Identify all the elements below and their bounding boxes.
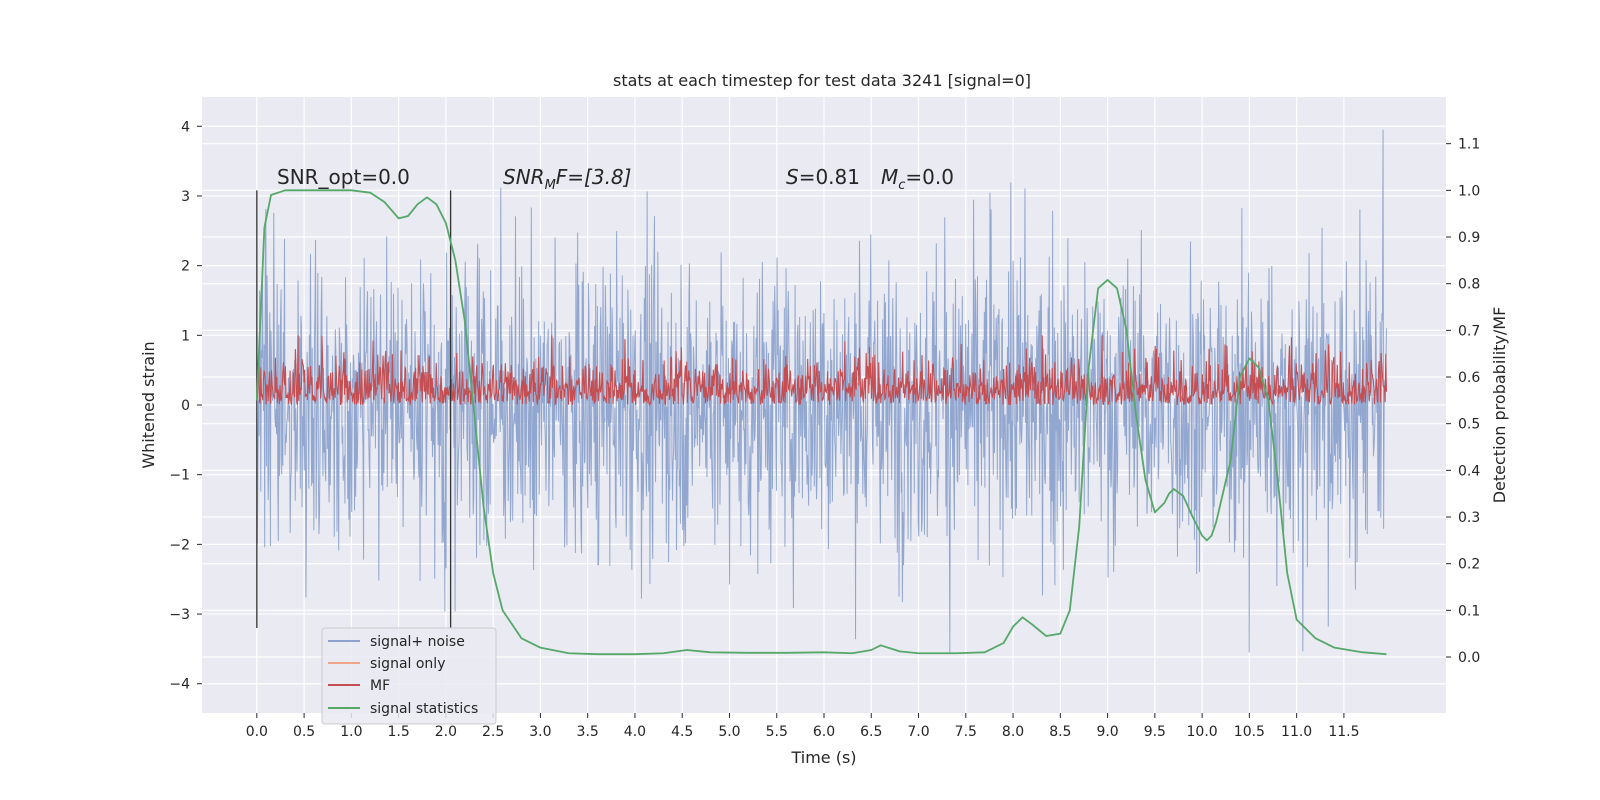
y-tick-label-right: 0.6 [1458, 370, 1480, 386]
y-tick-label-right: 0.7 [1458, 323, 1480, 339]
y-tick-label-left: 0 [181, 398, 190, 414]
x-tick-label: 8.0 [1002, 724, 1024, 740]
legend-label-signal-only: signal only [370, 656, 445, 672]
x-tick-label: 10.0 [1187, 724, 1218, 740]
x-tick-label: 4.0 [624, 724, 646, 740]
x-tick-label: 1.5 [387, 724, 409, 740]
signal-noise-series [256, 129, 1387, 653]
x-tick-label: 2.5 [482, 724, 504, 740]
signal-statistics-series [255, 189, 1387, 656]
x-tick-label: 9.0 [1096, 724, 1118, 740]
y-tick-label-left: −3 [169, 607, 190, 623]
snr-mf-base: SNR [503, 165, 545, 189]
s-annotation: S=0.81 [786, 165, 860, 189]
x-tick-label: 1.0 [340, 724, 362, 740]
mc-sub: c [898, 178, 905, 193]
y-tick-label-right: 0.3 [1458, 510, 1480, 526]
x-tick-labels: 0.0 0.5 1.0 1.5 2.0 2.5 3.0 3.5 4.0 4.5 5.0 5.5 6.0 6… [246, 713, 1359, 740]
legend: signal+ noise signal only MF signal stat… [321, 627, 497, 725]
legend-label-signal-noise: signal+ noise [370, 634, 465, 650]
x-tick-label: 3.0 [529, 724, 551, 740]
x-tick-label: 5.5 [766, 724, 788, 740]
x-tick-label: 4.5 [671, 724, 693, 740]
y-tick-label-right: 0.8 [1458, 277, 1480, 293]
y-tick-label-left: 4 [181, 119, 190, 135]
y-tick-label-right: 1.0 [1458, 183, 1480, 199]
x-tick-label: 11.5 [1328, 724, 1359, 740]
y-tick-label-left: −2 [169, 537, 190, 553]
x-tick-label: 6.0 [813, 724, 835, 740]
legend-box [321, 627, 497, 725]
y-tick-label-left: −4 [169, 677, 190, 693]
snr-opt-annotation: SNR_opt=0.0 [277, 165, 410, 189]
x-tick-label: 0.5 [293, 724, 315, 740]
signal-statistics-line [255, 189, 1387, 656]
x-tick-label: 6.5 [860, 724, 882, 740]
y-tick-label-right: 0.5 [1458, 417, 1480, 433]
x-tick-label: 7.0 [907, 724, 929, 740]
x-tick-label: 8.5 [1049, 724, 1071, 740]
mc-annotation: Mc=0.0 [881, 165, 954, 193]
signal-noise-line [256, 129, 1387, 653]
y-tick-label-left: 2 [181, 259, 190, 275]
y-axis-label-left: Whitened strain [139, 341, 158, 468]
y-tick-label-left: 3 [181, 189, 190, 205]
y-tick-labels-right: 1.1 1.0 0.9 0.8 0.7 0.6 0.5 0.4 0.3 0.2 0.1 0.0 [1446, 137, 1480, 666]
y-tick-label-left: −1 [169, 468, 190, 484]
x-tick-label: 10.5 [1234, 724, 1265, 740]
x-tick-label: 0.0 [246, 724, 268, 740]
s-symbol: S [786, 165, 799, 189]
chart-title: stats at each timestep for test data 324… [613, 71, 1031, 90]
snr-mf-annotation: SNRMF=[3.8] [503, 165, 631, 193]
y-tick-label-right: 0.9 [1458, 230, 1480, 246]
x-axis-label: Time (s) [790, 748, 856, 767]
s-value: =0.81 [799, 165, 860, 189]
legend-label-signal-statistics: signal statistics [370, 701, 478, 717]
snr-mf-sub: M [545, 178, 556, 193]
x-tick-label: 7.5 [955, 724, 977, 740]
y-tick-label-right: 0.4 [1458, 463, 1480, 479]
y-tick-label-right: 1.1 [1458, 137, 1480, 153]
y-tick-label-right: 0.1 [1458, 603, 1480, 619]
y-tick-labels-left: 4 3 2 1 0 −1 −2 −3 −4 [169, 119, 202, 693]
x-tick-label: 5.0 [718, 724, 740, 740]
mc-symbol: M [881, 165, 898, 189]
legend-label-mf: MF [370, 678, 390, 694]
mc-value: =0.0 [905, 165, 954, 189]
x-tick-label: 9.5 [1144, 724, 1166, 740]
x-tick-label: 2.0 [435, 724, 457, 740]
y-tick-label-right: 0.2 [1458, 557, 1480, 573]
mf-line [256, 335, 1387, 407]
snr-mf-rest: F=[3.8] [556, 165, 632, 189]
x-tick-label: 3.5 [577, 724, 599, 740]
x-tick-label: 11.0 [1281, 724, 1312, 740]
vertical-markers [256, 190, 452, 628]
y-axis-label-right: Detection probability/MF [1490, 307, 1509, 504]
mf-series [256, 335, 1387, 407]
y-tick-label-left: 1 [181, 328, 190, 344]
y-tick-label-right: 0.0 [1458, 650, 1480, 666]
